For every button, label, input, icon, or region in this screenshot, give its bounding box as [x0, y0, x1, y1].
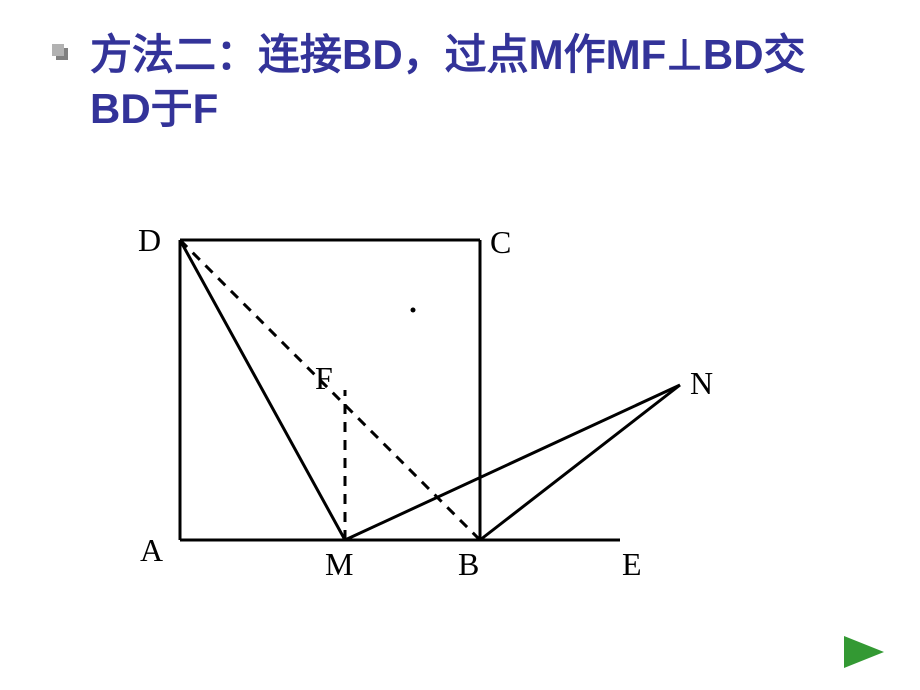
- diagram-svg: [130, 210, 830, 610]
- slide-title: 方法二：连接BD，过点M作MF⊥BD交BD于F: [90, 28, 830, 136]
- point-label-N: N: [690, 365, 713, 402]
- geometry-diagram: D C A B M F N E: [130, 210, 830, 610]
- point-label-D: D: [138, 222, 161, 259]
- point-label-F: F: [315, 360, 333, 397]
- play-icon: [838, 632, 890, 672]
- point-label-E: E: [622, 546, 642, 583]
- point-label-A: A: [140, 532, 163, 569]
- bullet-square: [52, 44, 64, 56]
- point-label-B: B: [458, 546, 479, 583]
- point-label-M: M: [325, 546, 353, 583]
- point-label-C: C: [490, 224, 511, 261]
- next-button[interactable]: [838, 632, 890, 672]
